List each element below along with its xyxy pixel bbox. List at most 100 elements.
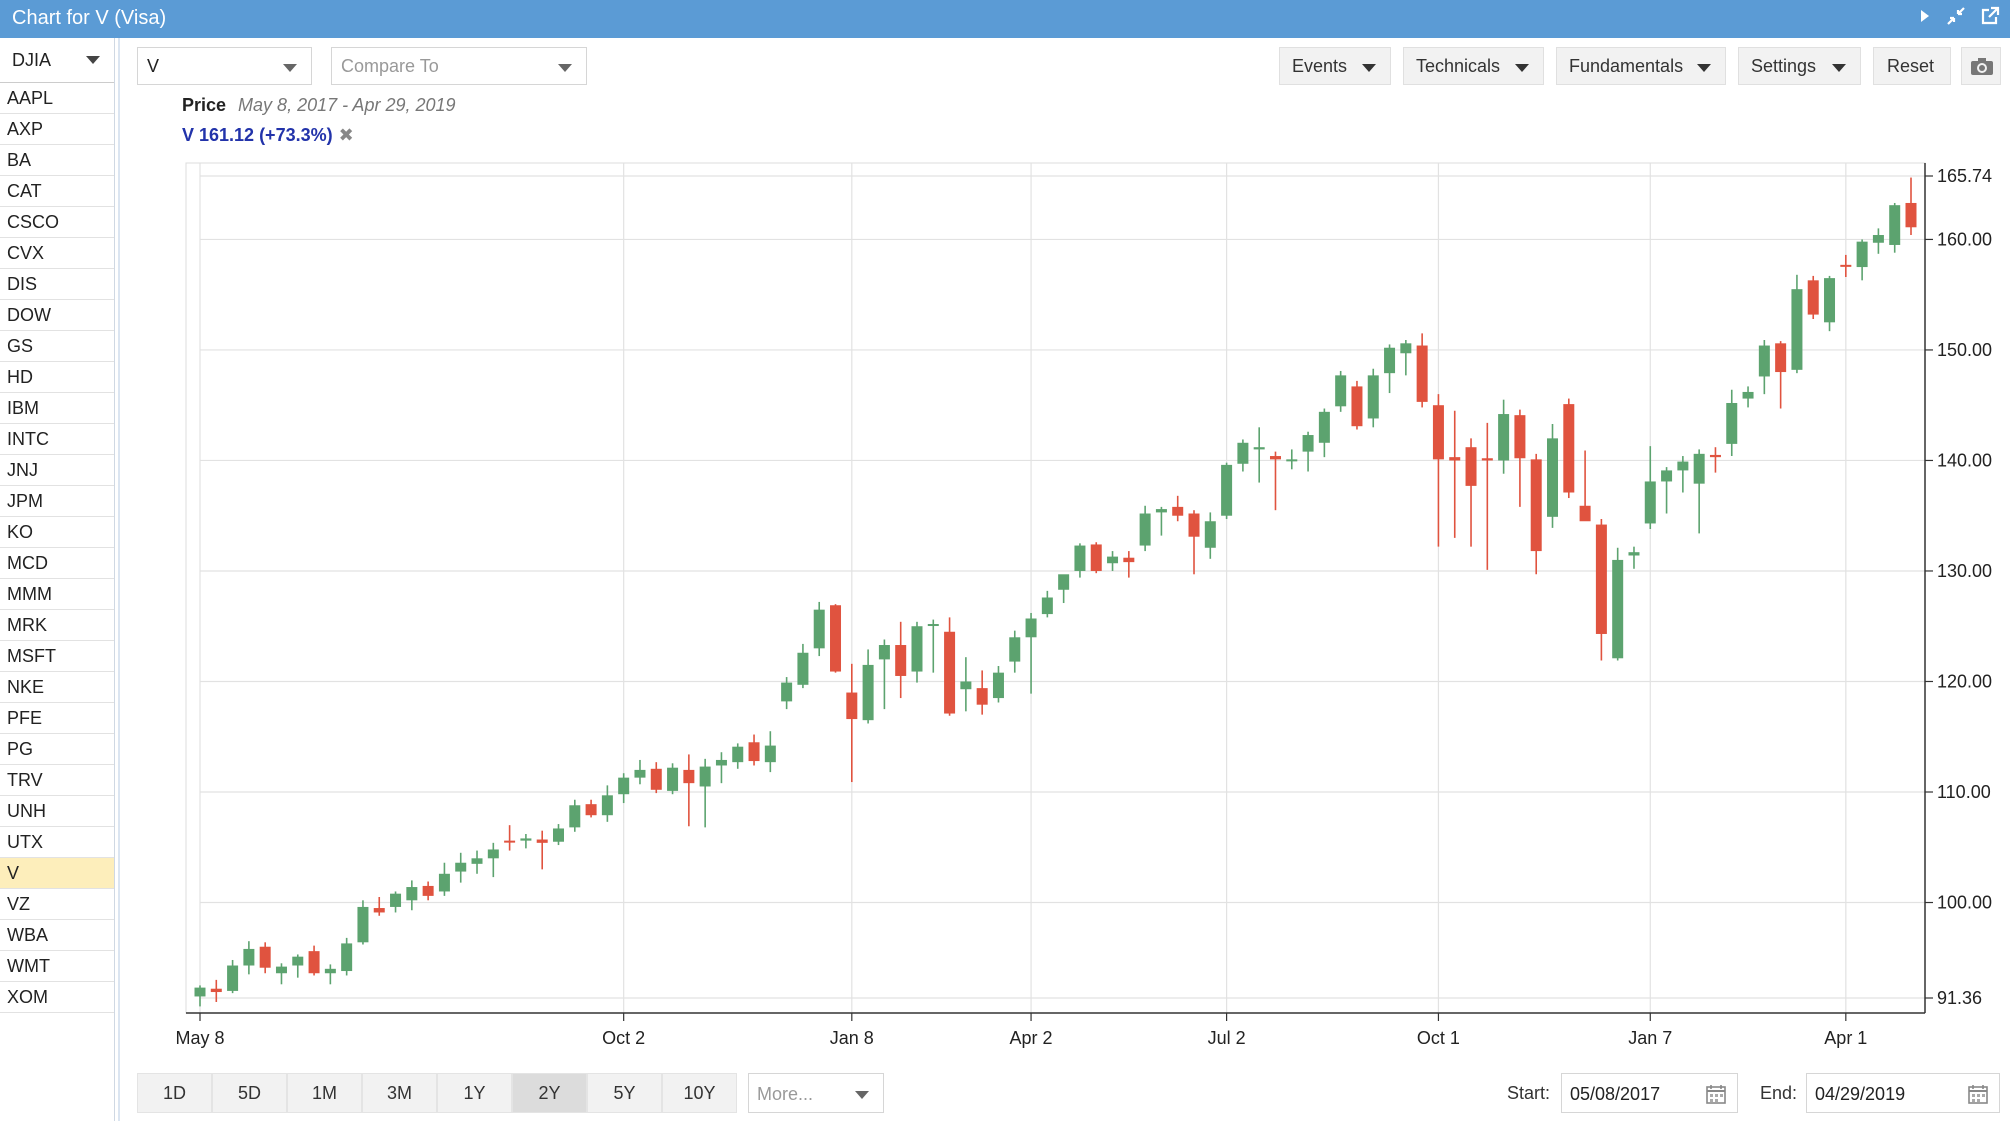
candle-body <box>1172 506 1184 516</box>
sidebar-item-pg[interactable]: PG <box>0 734 114 765</box>
range-button-1d[interactable]: 1D <box>137 1073 212 1113</box>
candle <box>650 762 662 794</box>
y-tick-label: 100.00 <box>1937 893 1992 913</box>
sidebar-item-cat[interactable]: CAT <box>0 176 114 207</box>
sidebar-item-jpm[interactable]: JPM <box>0 486 114 517</box>
sidebar-item-xom[interactable]: XOM <box>0 982 114 1013</box>
sidebar-item-axp[interactable]: AXP <box>0 114 114 145</box>
collapse-icon[interactable] <box>1946 6 1966 26</box>
candle-body <box>1074 545 1086 571</box>
candle <box>748 734 760 766</box>
remove-series-icon[interactable]: ✖ <box>338 125 354 145</box>
sidebar-item-mcd[interactable]: MCD <box>0 548 114 579</box>
x-tick-label: Oct 1 <box>1417 1028 1460 1048</box>
candle <box>895 621 907 699</box>
sidebar-item-cvx[interactable]: CVX <box>0 238 114 269</box>
range-button-5y[interactable]: 5Y <box>587 1073 662 1113</box>
sidebar-item-v[interactable]: V <box>0 858 114 889</box>
candle-body <box>569 805 581 828</box>
candle-body <box>1204 521 1216 548</box>
candle-body <box>1090 544 1102 571</box>
x-tick-label: Oct 2 <box>602 1028 645 1048</box>
settings-button[interactable]: Settings <box>1738 47 1861 85</box>
candle <box>1139 505 1151 552</box>
range-button-10y[interactable]: 10Y <box>662 1073 737 1113</box>
candle-body <box>846 692 858 720</box>
candle <box>878 639 890 710</box>
price-chart[interactable]: 91.36 100.00 110.00 120.00 130.00 140.00 150.0… <box>0 0 2010 1060</box>
sidebar-item-msft[interactable]: MSFT <box>0 641 114 672</box>
start-date-input[interactable]: 05/08/2017 <box>1561 1073 1738 1113</box>
more-label: More... <box>757 1084 814 1104</box>
range-button-2y[interactable]: 2Y <box>512 1073 587 1113</box>
window-title: Chart for V (Visa) <box>12 7 167 29</box>
candle-body <box>944 631 956 714</box>
sidebar-item-jnj[interactable]: JNJ <box>0 455 114 486</box>
sidebar-item-mmm[interactable]: MMM <box>0 579 114 610</box>
end-date-input[interactable]: 04/29/2019 <box>1806 1073 2000 1113</box>
candle <box>1547 423 1559 528</box>
candle-body <box>830 605 842 672</box>
index-label: DJIA <box>12 50 52 70</box>
sidebar-item-aapl[interactable]: AAPL <box>0 83 114 114</box>
sidebar-item-ibm[interactable]: IBM <box>0 393 114 424</box>
sidebar-divider <box>118 38 120 1121</box>
candle-body <box>1775 343 1787 373</box>
candle-body <box>1123 557 1135 563</box>
sidebar-item-csco[interactable]: CSCO <box>0 207 114 238</box>
range-button-5d[interactable]: 5D <box>212 1073 287 1113</box>
candle <box>1123 551 1135 578</box>
candle <box>243 941 255 975</box>
screenshot-button[interactable] <box>1961 47 2001 85</box>
events-button[interactable]: Events <box>1279 47 1391 85</box>
play-icon[interactable] <box>1918 8 1932 24</box>
calendar-icon[interactable] <box>1705 1083 1727 1105</box>
candle <box>210 979 222 1002</box>
more-range-select[interactable]: More... <box>748 1073 884 1113</box>
sidebar-item-trv[interactable]: TRV <box>0 765 114 796</box>
compare-input[interactable]: Compare To <box>331 47 587 85</box>
fundamentals-button[interactable]: Fundamentals <box>1556 47 1726 85</box>
sidebar-item-intc[interactable]: INTC <box>0 424 114 455</box>
sidebar-item-utx[interactable]: UTX <box>0 827 114 858</box>
sidebar-item-vz[interactable]: VZ <box>0 889 114 920</box>
sidebar-item-gs[interactable]: GS <box>0 331 114 362</box>
range-button-1y[interactable]: 1Y <box>437 1073 512 1113</box>
x-tick-label: Jan 7 <box>1628 1028 1672 1048</box>
popout-icon[interactable] <box>1980 6 2000 26</box>
candle <box>1058 574 1070 604</box>
sidebar-item-wmt[interactable]: WMT <box>0 951 114 982</box>
symbol-sidebar: DJIA AAPL AXP BA CAT CSCO CVX DIS DOW GS HD IBM INT… <box>0 38 115 1121</box>
sidebar-item-unh[interactable]: UNH <box>0 796 114 827</box>
range-button-3m[interactable]: 3M <box>362 1073 437 1113</box>
index-dropdown[interactable]: DJIA <box>0 38 114 83</box>
sidebar-item-hd[interactable]: HD <box>0 362 114 393</box>
candle-body <box>895 645 907 676</box>
candle <box>1726 389 1738 457</box>
candle <box>715 752 727 784</box>
candle-body <box>1563 404 1575 493</box>
reset-label: Reset <box>1887 56 1935 76</box>
sidebar-item-ba[interactable]: BA <box>0 145 114 176</box>
sidebar-item-pfe[interactable]: PFE <box>0 703 114 734</box>
candle-body <box>1547 438 1559 517</box>
technicals-button[interactable]: Technicals <box>1403 47 1544 85</box>
candle <box>552 824 564 846</box>
sidebar-item-dis[interactable]: DIS <box>0 269 114 300</box>
symbol-input[interactable]: V <box>137 47 312 85</box>
sidebar-item-nke[interactable]: NKE <box>0 672 114 703</box>
candle <box>1628 546 1640 569</box>
calendar-icon[interactable] <box>1967 1083 1989 1105</box>
range-button-1m[interactable]: 1M <box>287 1073 362 1113</box>
sidebar-item-dow[interactable]: DOW <box>0 300 114 331</box>
candle <box>1872 228 1884 254</box>
reset-button[interactable]: Reset <box>1873 47 1951 85</box>
candle-body <box>210 988 222 993</box>
candle-body <box>259 946 271 968</box>
candle <box>357 900 369 945</box>
sidebar-item-mrk[interactable]: MRK <box>0 610 114 641</box>
candle <box>960 657 972 712</box>
sidebar-item-wba[interactable]: WBA <box>0 920 114 951</box>
sidebar-item-ko[interactable]: KO <box>0 517 114 548</box>
candle-body <box>324 968 336 974</box>
